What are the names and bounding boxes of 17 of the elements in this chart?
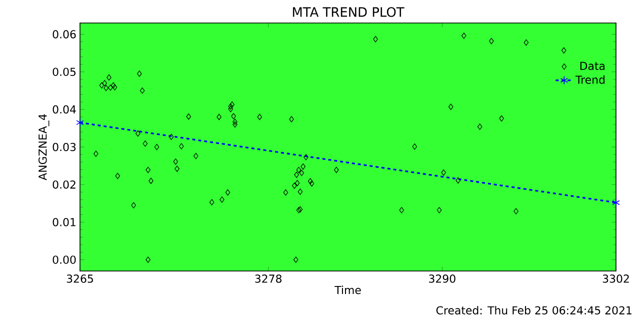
x-tick-label: 3290 — [429, 274, 456, 283]
y-tick-label: 0.04 — [52, 105, 76, 114]
x-tick-label: 3265 — [66, 274, 93, 283]
x-tick-label: 3278 — [255, 274, 282, 283]
y-axis-title: ANGZNEA_4 — [38, 114, 50, 180]
text: Created: Thu Feb 25 06:24:45 2021 — [436, 306, 632, 314]
y-tick-label: 0.03 — [52, 142, 76, 152]
x-tick-label: 3302 — [602, 274, 629, 283]
y-tick-label: 0.05 — [52, 68, 76, 76]
legend-label: Data — [580, 62, 604, 70]
y-tick-label: 0.00 — [52, 256, 76, 264]
y-tick-label: 0.01 — [52, 218, 76, 226]
y-tick-label: 0.02 — [52, 180, 76, 189]
chart-title: MTA TREND PLOT — [292, 7, 404, 17]
legend-label: Trend — [575, 75, 604, 84]
x-axis-title: Time — [334, 286, 361, 294]
y-tick-label: 0.06 — [52, 30, 76, 38]
